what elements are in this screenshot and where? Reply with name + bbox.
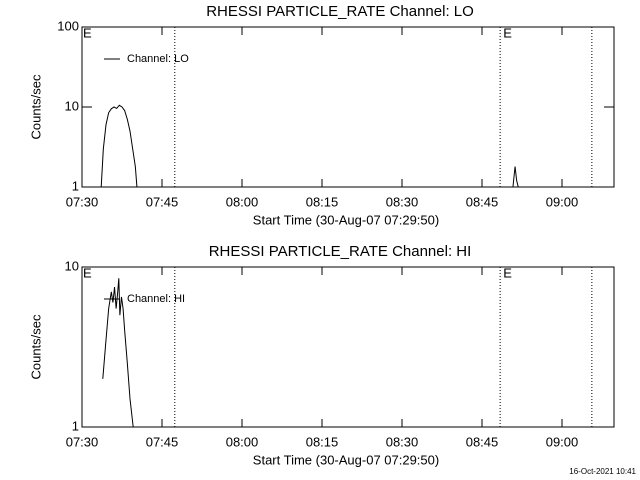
y-tick-label: 100 (57, 18, 79, 33)
annotation: E (83, 25, 92, 40)
chart-title: RHESSI PARTICLE_RATE Channel: HI (209, 243, 472, 260)
data-line (102, 278, 134, 428)
x-tick-label: 08:45 (466, 194, 499, 209)
data-line (100, 104, 138, 188)
annotation: E (83, 265, 92, 280)
annotation: E (503, 265, 512, 280)
y-axis-label: Counts/sec (28, 74, 43, 140)
y-tick-label: 10 (65, 258, 79, 273)
x-tick-label: 08:45 (466, 434, 499, 449)
legend-label: Channel: HI (127, 293, 185, 305)
x-tick-label: 08:30 (386, 194, 419, 209)
x-tick-label: 07:30 (66, 434, 99, 449)
y-tick-label: 10 (65, 98, 79, 113)
annotation: E (503, 25, 512, 40)
x-tick-label: 08:30 (386, 434, 419, 449)
plot-frame (81, 266, 615, 428)
x-tick-label: 07:30 (66, 194, 99, 209)
data-line (512, 166, 519, 188)
x-axis-label: Start Time (30-Aug-07 07:29:50) (253, 212, 439, 227)
chart-title: RHESSI PARTICLE_RATE Channel: LO (206, 3, 474, 20)
x-tick-label: 08:00 (226, 194, 259, 209)
x-axis-label: Start Time (30-Aug-07 07:29:50) (253, 452, 439, 467)
plot-frame (81, 26, 615, 188)
x-tick-label: 09:00 (546, 194, 579, 209)
y-tick-label: 1 (72, 418, 79, 433)
x-tick-label: 08:15 (306, 434, 339, 449)
x-tick-label: 08:00 (226, 434, 259, 449)
legend-label: Channel: LO (127, 53, 189, 65)
y-tick-label: 1 (72, 178, 79, 193)
y-axis-label: Counts/sec (28, 314, 43, 380)
x-tick-label: 07:45 (146, 194, 179, 209)
x-tick-label: 08:15 (306, 194, 339, 209)
x-tick-label: 09:00 (546, 434, 579, 449)
x-tick-label: 07:45 (146, 434, 179, 449)
footer: 16-Oct-2021 10:41 (569, 467, 636, 476)
